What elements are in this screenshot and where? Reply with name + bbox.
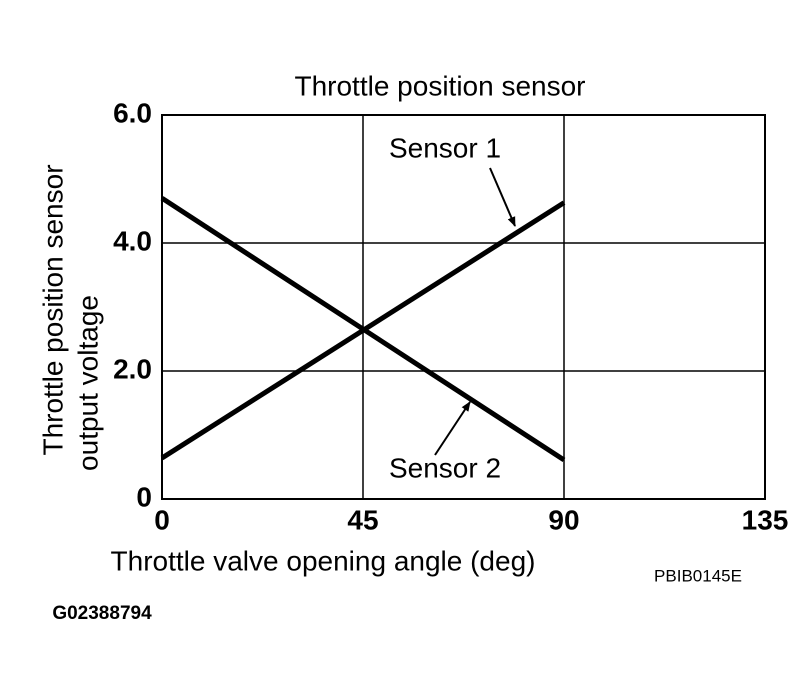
annotation: G02388794 (52, 603, 152, 624)
series-line (160, 196, 566, 463)
arrow (434, 401, 471, 456)
x-tick-label: 45 (347, 504, 378, 535)
y-axis-label: output voltage (72, 295, 103, 471)
chart-title: Throttle position sensor (294, 70, 585, 101)
x-tick-label: 0 (154, 504, 170, 535)
annotation: PBIB0145E (654, 566, 742, 585)
x-tick-label: 135 (742, 504, 789, 535)
x-tick-label: 90 (548, 504, 579, 535)
y-tick-label: 6.0 (113, 97, 152, 128)
arrow (489, 167, 516, 227)
y-tick-label: 0 (136, 481, 152, 512)
series-label: Sensor 2 (389, 452, 501, 483)
y-axis-label: Throttle position sensor (37, 164, 68, 455)
y-tick-label: 2.0 (113, 353, 152, 384)
y-tick-label: 4.0 (113, 225, 152, 256)
plot-frame (161, 114, 766, 500)
x-axis-label: Throttle valve opening angle (deg) (111, 545, 536, 576)
series-label: Sensor 1 (389, 132, 501, 163)
